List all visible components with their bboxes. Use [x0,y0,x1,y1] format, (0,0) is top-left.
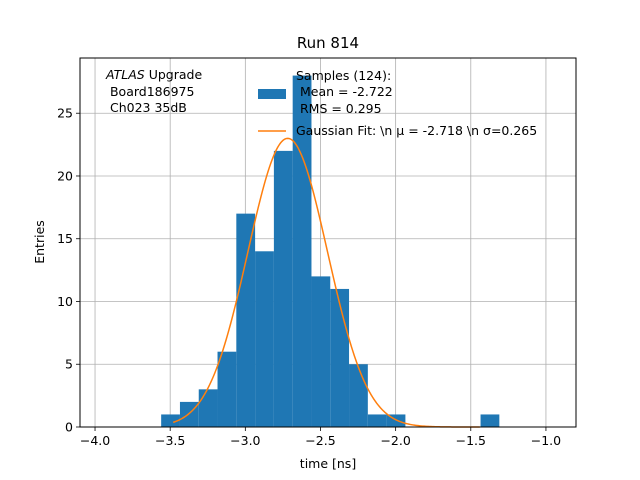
annotation-atlas: ATLAS [105,67,145,82]
histogram-bar-8 [311,276,331,427]
histogram-bar-2 [198,389,218,427]
plot-frame [79,57,577,428]
histogram-bar-13 [480,414,500,427]
annotation-line-2: Board186975 [106,84,194,99]
histogram-bar-6 [273,150,293,427]
legend-fit-label: Gaussian Fit: \n μ = -2.718 \n σ=0.265 [296,123,537,138]
histogram-bar-9 [330,288,350,427]
annotation-line-1: ATLAS Upgrade [105,67,202,82]
histogram-bar-11 [367,414,387,427]
y-tick-label-5: 25 [57,106,73,121]
x-tick-label-2: −3.0 [230,433,260,448]
annotation-block: ATLAS Upgrade Board186975 Ch023 35dB [105,67,202,115]
legend-hist-swatch [258,89,286,99]
legend-hist-line-1: Samples (124): [296,68,391,83]
chart-title: Run 814 [297,34,359,52]
histogram-bar-7 [292,75,312,428]
legend: Samples (124): Mean = -2.722 RMS = 0.295… [258,68,537,138]
x-tick-label-3: −2.5 [305,433,335,448]
x-tick-label-4: −2.0 [380,433,410,448]
histogram-bar-0 [161,414,180,427]
y-tick-label-0: 0 [65,420,73,435]
x-axis-label: time [ns] [300,456,356,471]
annotation-upgrade: Upgrade [145,67,203,82]
x-axis-ticks: −4.0 −3.5 −3.0 −2.5 −2.0 −1.5 −1.0 [80,427,561,448]
y-tick-label-3: 15 [57,231,73,246]
histogram-bar-4 [236,213,256,427]
x-tick-label-6: −1.0 [531,433,561,448]
histogram-bar-5 [255,251,274,427]
x-tick-label-5: −1.5 [456,433,486,448]
histogram-bar-3 [217,351,237,427]
histogram-bar-10 [349,364,368,427]
y-axis-ticks: 0 5 10 15 20 25 [57,106,80,435]
legend-hist-line-3: RMS = 0.295 [296,101,382,116]
y-tick-label-4: 20 [57,168,73,183]
y-axis-label: Entries [32,220,47,264]
legend-hist-line-2: Mean = -2.722 [296,84,393,99]
grid [80,58,576,428]
y-tick-label-2: 10 [57,294,73,309]
x-tick-label-0: −4.0 [80,433,110,448]
annotation-line-3: Ch023 35dB [106,100,187,115]
x-tick-label-1: −3.5 [155,433,185,448]
gaussian-fit-curve [172,137,480,428]
y-tick-label-1: 5 [65,357,73,372]
